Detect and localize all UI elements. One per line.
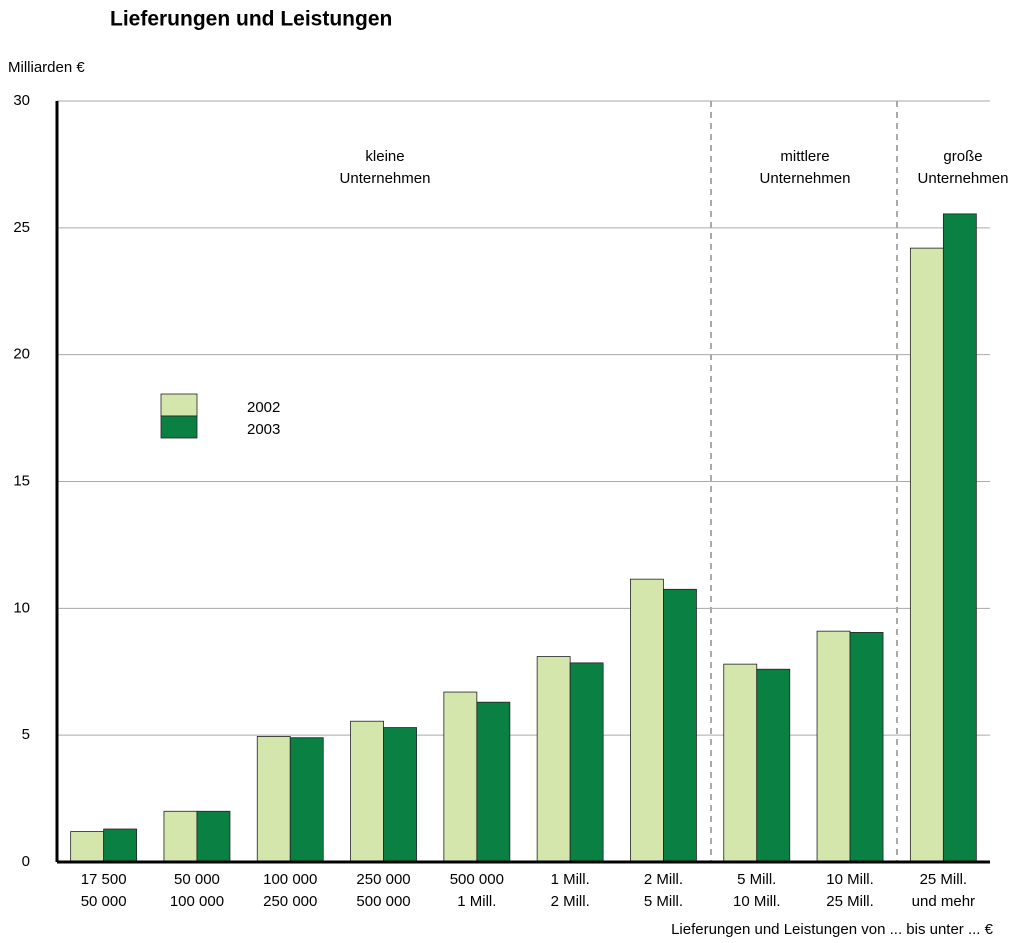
y-tick-label: 30 — [13, 92, 30, 109]
bar — [443, 691, 478, 863]
bar — [289, 737, 324, 863]
bar — [849, 632, 884, 863]
annotation: Unternehmen — [340, 170, 431, 187]
bar — [256, 736, 291, 863]
bar — [723, 663, 758, 863]
bar — [103, 828, 138, 863]
bar — [350, 720, 384, 863]
x-tick-label: 1 Mill. — [457, 893, 496, 910]
x-tick-label: 5 Mill. — [737, 871, 776, 888]
x-tick-label: und mehr — [912, 893, 975, 910]
x-axis-label: Lieferungen und Leistungen von ... bis u… — [671, 921, 994, 938]
x-tick-label: 50 000 — [174, 871, 220, 888]
x-tick-label: 2 Mill. — [644, 871, 683, 888]
bar — [569, 662, 604, 863]
annotation: große — [943, 148, 982, 165]
x-tick-label: 250 000 — [263, 893, 317, 910]
x-tick-label: 10 Mill. — [826, 871, 874, 888]
annotation: Unternehmen — [760, 170, 851, 187]
bar — [756, 668, 791, 863]
x-tick-label: 100 000 — [263, 871, 317, 888]
x-tick-label: 50 000 — [81, 893, 127, 910]
bar — [909, 247, 944, 863]
annotation: Unternehmen — [918, 170, 1009, 187]
x-tick-label: 1 Mill. — [551, 871, 590, 888]
y-tick-label: 25 — [13, 219, 30, 236]
x-tick-label: 17 500 — [81, 871, 127, 888]
y-tick-label: 10 — [13, 599, 30, 616]
x-tick-label: 100 000 — [170, 893, 224, 910]
bar — [663, 588, 697, 863]
bar — [163, 810, 198, 863]
x-tick-label: 10 Mill. — [733, 893, 781, 910]
legend-swatch — [160, 415, 198, 439]
x-tick-label: 500 000 — [450, 871, 504, 888]
bar — [383, 727, 417, 863]
bar — [70, 831, 105, 863]
bar — [476, 701, 511, 863]
annotation: kleine — [365, 148, 404, 165]
bar — [536, 656, 571, 863]
annotation: mittlere — [780, 148, 829, 165]
chart-title: Lieferungen und Leistungen — [110, 8, 392, 31]
bar — [630, 578, 664, 863]
y-axis-label: Milliarden € — [8, 59, 85, 76]
y-tick-label: 15 — [13, 472, 30, 489]
x-tick-label: 25 Mill. — [826, 893, 874, 910]
x-tick-label: 2 Mill. — [551, 893, 590, 910]
x-tick-label: 500 000 — [356, 893, 410, 910]
y-tick-label: 0 — [22, 853, 30, 870]
y-tick-label: 20 — [13, 346, 30, 363]
x-tick-label: 5 Mill. — [644, 893, 683, 910]
legend-label: 2002 — [247, 399, 280, 416]
x-tick-label: 250 000 — [356, 871, 410, 888]
bar — [816, 630, 851, 863]
legend-swatch — [160, 393, 198, 417]
legend-label: 2003 — [247, 421, 280, 438]
bar — [196, 810, 231, 863]
bar — [942, 213, 977, 863]
x-tick-label: 25 Mill. — [920, 871, 968, 888]
y-tick-label: 5 — [22, 726, 30, 743]
